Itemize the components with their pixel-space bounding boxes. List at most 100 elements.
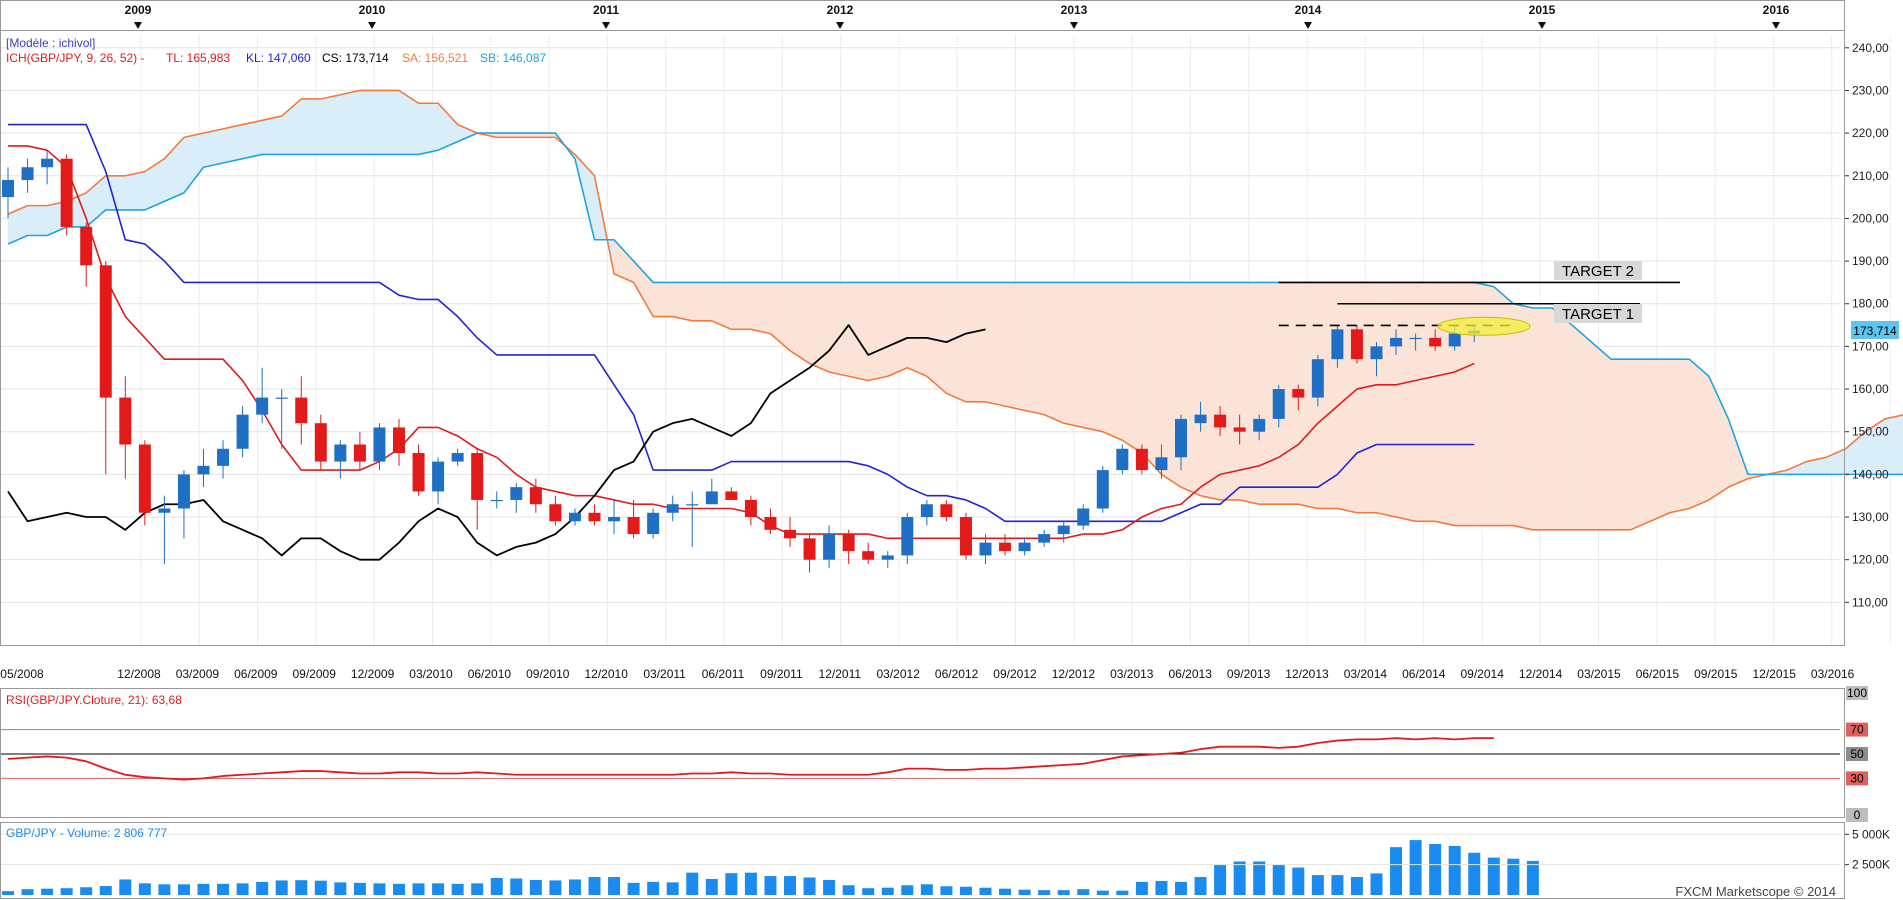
- candle-body: [1429, 337, 1442, 347]
- rsi-axis-box: [1846, 722, 1868, 737]
- kumo-cloud-segment: [203, 128, 224, 168]
- volume-bar: [60, 888, 73, 895]
- volume-bar: [901, 885, 914, 895]
- candle-body: [608, 517, 621, 522]
- candle-body: [1409, 337, 1422, 340]
- candle-body: [744, 499, 757, 518]
- volume-bar: [1507, 858, 1520, 895]
- candle-body: [510, 487, 523, 500]
- kumo-cloud-segment: [691, 282, 713, 322]
- price-axis-label: 180,00: [1852, 297, 1889, 311]
- rsi-axis-box: [1846, 686, 1868, 700]
- kumo-cloud-segment: [1356, 282, 1377, 514]
- candle-body: [60, 158, 73, 227]
- candle-body: [197, 465, 210, 475]
- kumo-cloud-segment: [242, 119, 263, 160]
- kumo-cloud-segment: [789, 282, 810, 365]
- candle-body: [999, 542, 1012, 552]
- volume-bar: [940, 886, 953, 895]
- kumo-cloud-segment: [1024, 282, 1045, 416]
- candle-body: [1253, 418, 1266, 432]
- year-label: 2011: [593, 3, 619, 17]
- month-label: 12/2009: [351, 667, 395, 681]
- candle-body: [1135, 448, 1148, 471]
- rsi-label: RSI(GBP/JPY.Cloture, 21): 63,68: [6, 693, 182, 707]
- price-badge: 173,714: [1853, 324, 1897, 338]
- candle-body: [1390, 337, 1403, 347]
- kumo-cloud-segment: [946, 282, 967, 403]
- kumo-cloud-segment: [1043, 282, 1064, 424]
- volume-bar: [1116, 890, 1129, 895]
- price-axis-label: 190,00: [1852, 254, 1889, 268]
- volume-axis-label: 2 500K: [1852, 858, 1890, 872]
- target-1-label: TARGET 1: [1562, 306, 1634, 323]
- price-axis-label: 130,00: [1852, 510, 1889, 524]
- volume-bar: [275, 880, 288, 895]
- month-label: 09/2014: [1461, 667, 1505, 681]
- kumo-cloud-segment: [1102, 282, 1123, 441]
- volume-bar: [80, 887, 93, 895]
- kumo-cloud-segment: [1141, 282, 1162, 476]
- kumo-cloud-segment: [1649, 358, 1671, 522]
- year-label: 2009: [125, 3, 152, 17]
- volume-bar: [334, 882, 347, 895]
- candle-body: [1233, 427, 1246, 432]
- candle-body: [1175, 418, 1187, 458]
- senkou-span-b-line: [7, 132, 1903, 476]
- candle-body: [686, 504, 699, 506]
- volume-bar: [705, 878, 718, 895]
- candle-body: [471, 453, 484, 500]
- candle-body: [647, 512, 660, 535]
- volume-bar: [979, 887, 992, 895]
- rsi-axis-box: [1846, 808, 1868, 822]
- ichimoku-name: ICH(GBP/JPY, 9, 26, 52) -: [6, 51, 145, 65]
- volume-bar: [373, 883, 386, 895]
- candle-body: [549, 504, 562, 522]
- volume-bar: [412, 883, 425, 895]
- price-axis-label: 110,00: [1852, 595, 1888, 609]
- month-label: 06/2010: [468, 667, 512, 681]
- month-label: 12/2012: [1052, 667, 1096, 681]
- year-label: 2014: [1295, 3, 1322, 17]
- kumo-cloud-segment: [1082, 282, 1104, 433]
- volume-bar: [1253, 861, 1266, 895]
- kumo-cloud-segment: [1239, 282, 1260, 505]
- volume-axis-label: 5 000K: [1852, 827, 1890, 841]
- volume-bar: [1096, 890, 1109, 895]
- volume-bar: [236, 883, 249, 895]
- month-label: 06/2011: [702, 667, 745, 681]
- month-label: 09/2012: [993, 667, 1037, 681]
- rsi-pane-frame: [0, 688, 1845, 818]
- month-label: 03/2011: [643, 667, 686, 681]
- kumo-cloud-segment: [222, 124, 243, 164]
- candle-body: [99, 265, 112, 398]
- sb-label: SB: 146,087: [480, 51, 546, 65]
- volume-bar: [1018, 889, 1031, 895]
- month-label: 03/2015: [1577, 667, 1621, 681]
- volume-bar: [959, 886, 972, 895]
- candle-body: [217, 448, 230, 466]
- candle-body: [1155, 457, 1168, 471]
- candle-body: [334, 444, 347, 462]
- volume-bar: [314, 880, 327, 895]
- kumo-cloud-segment: [848, 282, 869, 381]
- volume-bar: [666, 882, 679, 895]
- volume-bar: [119, 879, 132, 895]
- candle-body: [979, 542, 992, 556]
- candle-body: [80, 226, 93, 266]
- volume-bar: [627, 882, 640, 895]
- kumo-cloud-segment: [1122, 282, 1143, 454]
- rsi-line: [7, 737, 1494, 781]
- volume-bar: [1077, 889, 1090, 895]
- year-label: 2016: [1763, 3, 1790, 17]
- volume-bar: [295, 880, 308, 895]
- volume-bar: [1135, 881, 1148, 895]
- volume-bar: [471, 883, 484, 895]
- year-marker: [836, 22, 844, 29]
- candle-body: [353, 444, 366, 462]
- kumo-cloud-segment: [1552, 307, 1573, 531]
- volume-bar: [2, 891, 14, 895]
- rsi-axis-label: 0: [1854, 808, 1861, 822]
- volume-label: GBP/JPY - Volume: 2 806 777: [6, 826, 168, 840]
- month-label: 03/2009: [176, 667, 220, 681]
